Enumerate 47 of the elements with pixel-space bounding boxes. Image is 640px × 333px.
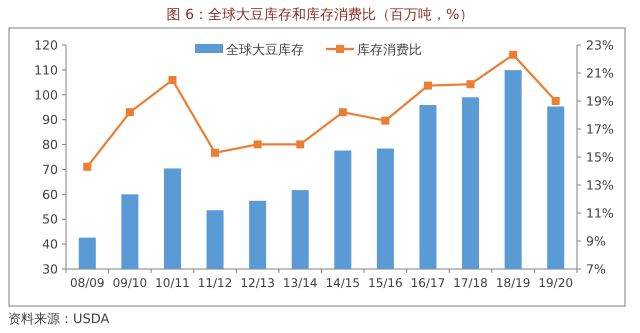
x-tick-label: 18/19 [496, 276, 530, 290]
point [168, 76, 176, 84]
y-tick-label: 120 [34, 38, 58, 52]
x-tick-label: 17/18 [453, 276, 488, 290]
y2-tick-label: 21% [586, 66, 614, 80]
y-tick-label: 30 [42, 262, 58, 276]
y2-tick-label: 23% [586, 38, 614, 52]
x-tick-label: 12/13 [240, 276, 275, 290]
point [509, 50, 518, 59]
y-tick-label: 80 [42, 137, 58, 152]
point [466, 80, 475, 88]
x-tick-label: 09/10 [112, 276, 148, 290]
text: 资料来源：USDA [8, 312, 110, 327]
x-tick-label: 19/20 [538, 276, 574, 290]
y2-tick-label: 11% [586, 206, 614, 220]
y2-tick-label: 13% [586, 178, 614, 192]
legend-label: 全球大豆库存 [226, 43, 304, 58]
point [381, 116, 390, 125]
y-tick-label: 110 [34, 62, 58, 78]
x-tick-label: 08/09 [70, 276, 105, 290]
x-tick-label: 16/17 [410, 276, 446, 290]
y2-tick-label: 9% [586, 234, 606, 248]
point [424, 82, 432, 90]
point [211, 148, 220, 157]
y2-tick-label: 17% [586, 122, 614, 136]
y-tick-label: 90 [42, 112, 58, 128]
y-tick-label: 100 [34, 87, 58, 102]
y-tick-label: 50 [42, 212, 58, 227]
x-tick-label: 13/14 [282, 276, 318, 290]
legend-label: 库存消费比 [357, 43, 422, 58]
y-tick-label: 60 [42, 186, 58, 202]
y-tick-label: 70 [42, 162, 58, 177]
y2-tick-label: 15% [586, 150, 614, 164]
point [126, 108, 134, 116]
x-tick-label: 15/16 [368, 276, 403, 290]
point [83, 162, 92, 171]
x-tick-label: 10/11 [155, 276, 190, 290]
x-tick-label: 11/12 [198, 276, 232, 290]
y2-tick-label: 19% [586, 94, 614, 108]
point [552, 97, 560, 105]
y-tick-label: 40 [42, 236, 58, 252]
point [254, 140, 262, 148]
y2-tick-label: 7% [586, 262, 606, 276]
x-tick-label: 14/15 [325, 276, 360, 290]
chart-title: 图 6：全球大豆库存和库存消费比（百万吨，%） [166, 7, 474, 23]
point [338, 108, 347, 116]
point [296, 140, 304, 148]
